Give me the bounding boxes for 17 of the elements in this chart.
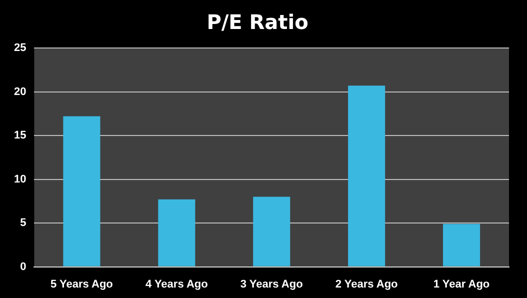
y-tick-label: 25 [14, 42, 26, 54]
x-tick-label: 2 Years Ago [335, 278, 398, 290]
bar [443, 224, 480, 266]
x-tick-label: 4 Years Ago [145, 278, 208, 290]
bar [348, 86, 386, 266]
bar [63, 116, 100, 266]
bar [253, 196, 290, 266]
x-tick-label: 1 Year Ago [433, 278, 490, 290]
y-tick-label: 10 [14, 173, 26, 186]
y-tick-label: 0 [20, 260, 26, 273]
chart-title: P/E Ratio [206, 10, 308, 34]
x-tick-label: 3 Years Ago [240, 278, 304, 290]
y-tick-label: 20 [14, 86, 26, 98]
y-tick-label: 15 [14, 130, 26, 142]
bar [158, 199, 196, 266]
x-tick-label: 5 Years Ago [50, 278, 114, 290]
y-tick-label: 5 [20, 217, 26, 230]
